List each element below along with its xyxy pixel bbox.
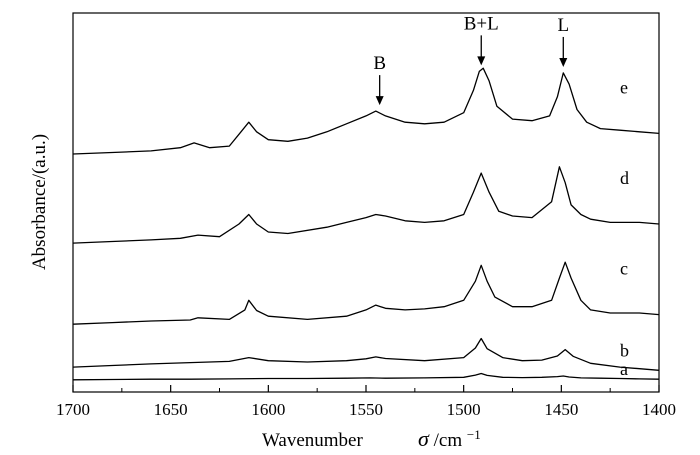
x-tick-label: 1400 [642, 400, 676, 419]
peak-annotations: B B+L L [373, 13, 569, 106]
x-tick-label: 1700 [56, 400, 90, 419]
x-axis-title-unit-exp: −1 [467, 427, 481, 442]
peak-arrow-head [375, 96, 384, 106]
x-axis-title-word: Wavenumber [262, 430, 363, 451]
series-line-c [72, 261, 660, 325]
x-tick-label: 1500 [447, 400, 481, 419]
series-line-d [72, 166, 660, 244]
y-axis-title: Absorbance/(a.u.) [29, 134, 50, 270]
series-labels: ab c d e [620, 77, 629, 379]
x-tick-label: 1650 [154, 400, 188, 419]
peak-arrow-head [559, 57, 568, 67]
x-tick-label: 1600 [251, 400, 285, 419]
x-axis-title-symbol: σ [418, 426, 430, 451]
series-label-d: d [620, 168, 629, 188]
x-axis-title: Wavenumber σ /cm −1 [262, 426, 481, 451]
peak-arrow-head [477, 56, 486, 66]
peak-label-B: B [373, 53, 386, 74]
x-tick-label: 1550 [349, 400, 383, 419]
peak-label-L: L [557, 15, 569, 36]
x-axis-title-unit: /cm [434, 430, 463, 451]
series-label-b: b [620, 340, 629, 360]
series-label-c: c [620, 259, 628, 279]
spectra-series [72, 67, 660, 381]
series-line-e [72, 67, 660, 155]
peak-label-BL: B+L [464, 13, 499, 34]
series-label-e: e [620, 77, 628, 97]
x-axis-tick-labels: 1700 1650 1600 1550 1500 1450 1400 [56, 400, 676, 419]
series-line-a [72, 372, 660, 381]
series-line-b [72, 337, 660, 371]
series-label-a: a [620, 359, 628, 379]
x-axis-ticks [72, 385, 660, 392]
x-tick-label: 1450 [544, 400, 578, 419]
